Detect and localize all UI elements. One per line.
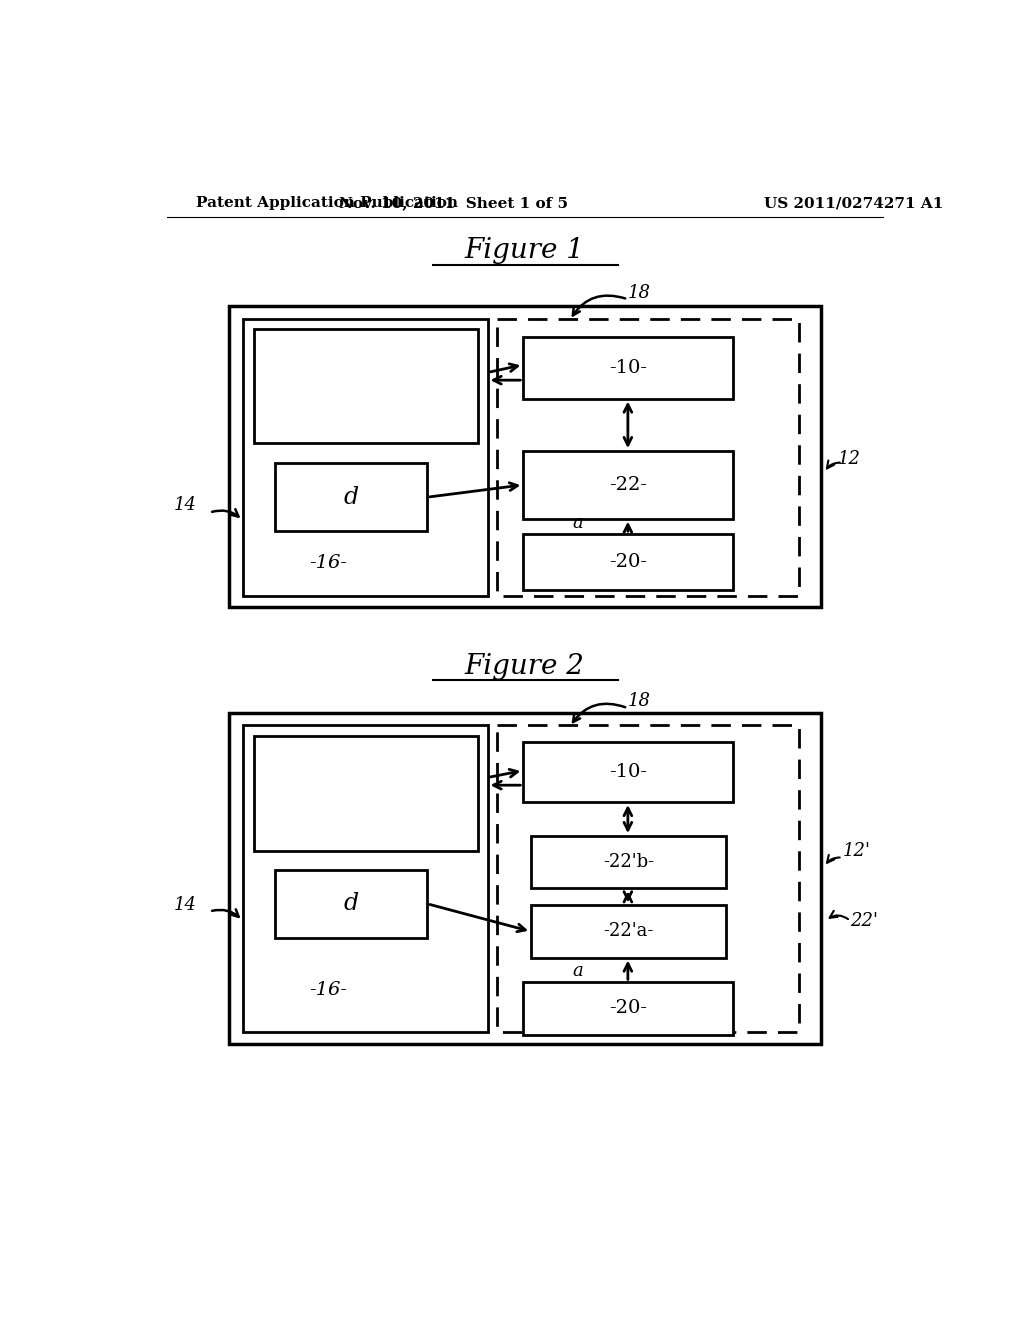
Text: 14: 14	[174, 896, 197, 915]
Text: US 2011/0274271 A1: US 2011/0274271 A1	[764, 197, 943, 210]
Text: -22'a-: -22'a-	[603, 923, 654, 940]
Text: -22-: -22-	[609, 477, 647, 494]
Text: 18: 18	[628, 284, 651, 302]
Bar	[523, 742, 732, 803]
Text: -20-: -20-	[609, 553, 647, 570]
Text: a: a	[572, 962, 583, 979]
Text: Figure 2: Figure 2	[465, 653, 585, 680]
Text: 22': 22'	[850, 912, 879, 929]
Text: -16-: -16-	[309, 981, 347, 999]
Bar	[523, 451, 732, 519]
Bar	[523, 535, 732, 590]
Bar	[523, 982, 732, 1035]
Bar	[497, 725, 799, 1032]
Text: 14: 14	[174, 496, 197, 513]
Text: d: d	[344, 892, 358, 915]
Bar	[243, 318, 487, 595]
Text: -10-: -10-	[609, 763, 647, 781]
Text: 12': 12'	[843, 842, 870, 861]
Bar	[275, 463, 427, 531]
Text: d: d	[344, 486, 358, 508]
Text: -22'b-: -22'b-	[603, 853, 654, 871]
Bar	[531, 906, 726, 958]
Bar	[531, 836, 726, 888]
Bar	[523, 337, 732, 399]
Text: Figure 1: Figure 1	[465, 238, 585, 264]
Text: -20-: -20-	[609, 999, 647, 1018]
Bar	[497, 318, 799, 595]
Bar	[228, 713, 821, 1044]
Bar	[254, 330, 478, 444]
Text: Patent Application Publication: Patent Application Publication	[197, 197, 458, 210]
Text: -16-: -16-	[309, 553, 347, 572]
Text: 18: 18	[628, 692, 651, 710]
Text: a: a	[572, 515, 583, 532]
Bar	[228, 306, 821, 607]
Text: 12: 12	[838, 450, 860, 467]
Bar	[243, 725, 487, 1032]
Text: -10-: -10-	[609, 359, 647, 376]
Bar	[254, 737, 478, 851]
Bar	[275, 870, 427, 937]
Text: Nov. 10, 2011  Sheet 1 of 5: Nov. 10, 2011 Sheet 1 of 5	[339, 197, 568, 210]
